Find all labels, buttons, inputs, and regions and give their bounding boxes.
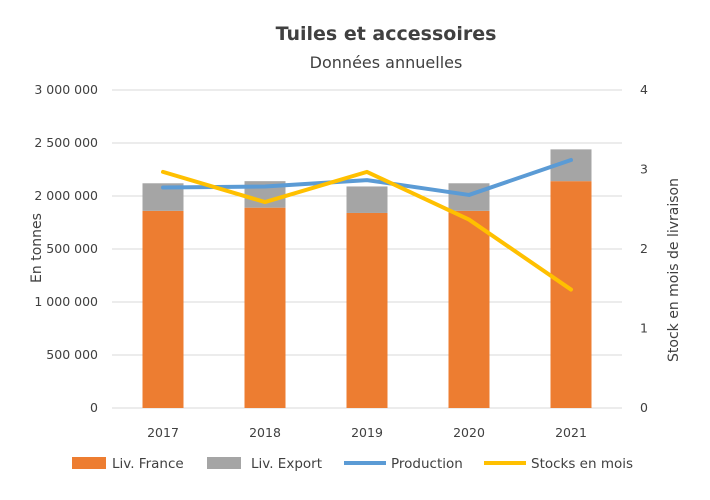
legend-swatch-liv-france bbox=[72, 457, 106, 469]
bar-liv-france bbox=[142, 210, 184, 408]
legend-label-liv-france: Liv. France bbox=[112, 456, 184, 472]
legend-label-liv-export: Liv. Export bbox=[251, 456, 322, 472]
bars bbox=[142, 149, 592, 408]
legend-label-production: Production bbox=[391, 456, 463, 472]
bar-liv-export bbox=[346, 186, 388, 213]
y-axis-label: En tonnes bbox=[29, 213, 45, 283]
legend: Liv. France Liv. Export Production Stocks e… bbox=[72, 456, 633, 472]
y2-tick-label: 2 bbox=[640, 241, 648, 256]
bar-liv-france bbox=[346, 212, 388, 408]
bar-liv-export bbox=[448, 183, 490, 211]
x-tick-label: 2017 bbox=[147, 425, 179, 440]
x-tick-label: 2018 bbox=[249, 425, 281, 440]
y2-tick-label: 3 bbox=[640, 162, 648, 177]
y-tick-label: 3 000 000 bbox=[34, 82, 98, 97]
y2-tick-label: 1 bbox=[640, 321, 648, 336]
y-tick-label: 500 000 bbox=[46, 347, 98, 362]
x-axis-ticks: 2017 2018 2019 2020 2021 bbox=[147, 425, 587, 440]
bar-liv-france bbox=[244, 207, 286, 408]
line-stocks-en-mois bbox=[161, 169, 573, 292]
chart-title: Tuiles et accessoires bbox=[276, 23, 497, 45]
chart-subtitle: Données annuelles bbox=[310, 53, 463, 72]
x-tick-label: 2021 bbox=[555, 425, 587, 440]
y-tick-label: 0 bbox=[90, 400, 98, 415]
y-tick-label: 2 000 000 bbox=[34, 188, 98, 203]
y2-tick-label: 4 bbox=[640, 82, 648, 97]
bar-liv-france bbox=[448, 210, 490, 408]
y2-axis-label: Stock en mois de livraison bbox=[666, 178, 682, 362]
x-tick-label: 2019 bbox=[351, 425, 383, 440]
legend-label-stocks-en-mois: Stocks en mois bbox=[531, 456, 633, 472]
y-tick-label: 1 000 000 bbox=[34, 294, 98, 309]
y-tick-label: 2 500 000 bbox=[34, 135, 98, 150]
y2-tick-label: 0 bbox=[640, 400, 648, 415]
line-production bbox=[161, 157, 573, 197]
legend-swatch-liv-export bbox=[207, 457, 241, 469]
x-tick-label: 2020 bbox=[453, 425, 485, 440]
bar-liv-france bbox=[550, 181, 592, 408]
series-lines bbox=[161, 157, 573, 292]
y-axis-ticks: 0 500 000 1 000 000 500 000 2 000 000 2 500 0… bbox=[34, 82, 98, 415]
y-tick-label: 500 000 bbox=[46, 241, 98, 256]
y2-axis-ticks: 0 1 2 3 4 bbox=[640, 82, 648, 415]
